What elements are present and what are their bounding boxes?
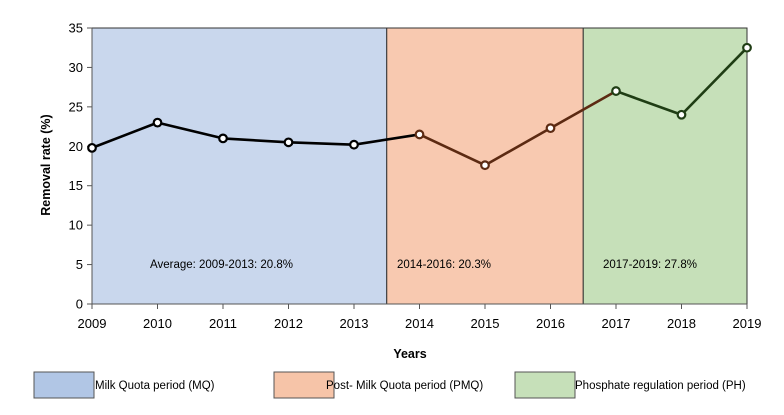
x-tick-label: 2018 bbox=[667, 316, 696, 331]
y-tick-label: 10 bbox=[69, 218, 83, 233]
x-tick-label: 2016 bbox=[536, 316, 565, 331]
legend-label-1: Post- Milk Quota period (PMQ) bbox=[326, 380, 483, 392]
y-tick-label: 15 bbox=[69, 178, 83, 193]
data-point bbox=[218, 133, 228, 144]
data-point bbox=[545, 123, 556, 134]
line-segment bbox=[680, 46, 749, 117]
legend-label-2: Phosphate regulation period (PH) bbox=[575, 380, 746, 392]
line-segment bbox=[352, 133, 421, 147]
y-axis-title: Removal rate (%) bbox=[39, 114, 53, 215]
period-annotation-1: 2014-2016: 20.3% bbox=[397, 259, 491, 271]
period-band-0 bbox=[91, 27, 388, 305]
series-line bbox=[90, 46, 749, 167]
x-tick-label: 2017 bbox=[602, 316, 631, 331]
series-points bbox=[87, 42, 752, 171]
period-annotations: Average: 2009-2013: 20.8% 2014-2016: 20.3… bbox=[150, 259, 697, 271]
line-segment bbox=[287, 141, 356, 147]
y-tick-label: 35 bbox=[69, 21, 83, 36]
period-annotation-2: 2017-2019: 27.8% bbox=[603, 259, 697, 271]
y-tick-label: 20 bbox=[69, 139, 83, 154]
legend: Milk Quota period (MQ) Post- Milk Quota p… bbox=[33, 371, 746, 399]
data-point bbox=[87, 142, 97, 153]
line-segment bbox=[614, 89, 683, 117]
data-point bbox=[480, 160, 490, 171]
x-axis-title: Years bbox=[393, 347, 426, 361]
x-tick-label: 2013 bbox=[340, 316, 369, 331]
period-annotation-0: Average: 2009-2013: 20.8% bbox=[150, 259, 293, 271]
data-point bbox=[152, 117, 163, 128]
data-point bbox=[283, 137, 294, 148]
x-tick-label: 2019 bbox=[733, 316, 762, 331]
data-point bbox=[611, 86, 621, 96]
line-segment bbox=[418, 133, 487, 167]
x-tick-label: 2011 bbox=[209, 316, 237, 331]
period-bands bbox=[91, 27, 748, 305]
x-tick-label: 2010 bbox=[143, 316, 172, 331]
x-tick-label: 2015 bbox=[471, 316, 500, 331]
y-tick-label: 30 bbox=[69, 60, 83, 75]
legend-swatch-1 bbox=[273, 371, 335, 399]
data-point bbox=[414, 129, 425, 140]
line-segment bbox=[221, 137, 290, 144]
legend-swatch-0 bbox=[33, 371, 95, 399]
axes: 0 5 10 15 20 25 30 35 2009 2010 2011 2012 2013 2014 20… bbox=[69, 21, 762, 332]
y-tick-label: 0 bbox=[76, 297, 83, 312]
line-segment bbox=[156, 121, 225, 140]
x-tick-label: 2012 bbox=[274, 316, 303, 331]
x-tick-label: 2009 bbox=[78, 316, 107, 331]
data-point bbox=[349, 139, 359, 150]
y-tick-label: 25 bbox=[69, 99, 83, 114]
data-point bbox=[676, 109, 687, 120]
line-segment bbox=[90, 121, 159, 150]
y-tick-label: 5 bbox=[76, 257, 83, 272]
x-tick-label: 2014 bbox=[405, 316, 434, 331]
line-segment bbox=[549, 89, 618, 130]
line-segment bbox=[483, 126, 552, 167]
data-point bbox=[742, 42, 752, 53]
legend-label-0: Milk Quota period (MQ) bbox=[95, 380, 215, 392]
legend-swatch-2 bbox=[514, 371, 576, 399]
